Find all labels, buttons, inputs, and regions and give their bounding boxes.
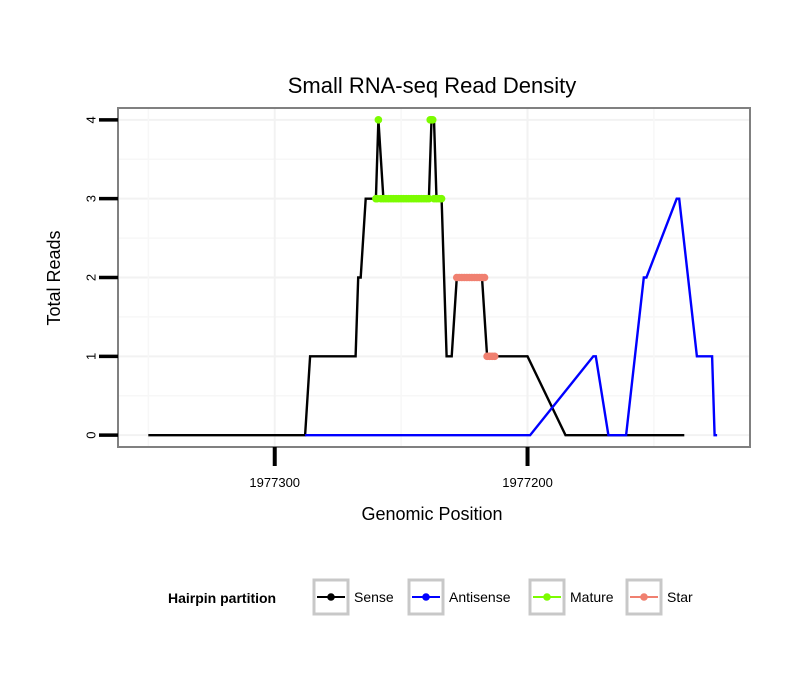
data-point-mature (437, 194, 446, 203)
x-tick-label: 1977300 (249, 475, 300, 490)
x-axis-title: Genomic Position (361, 504, 502, 524)
legend: Hairpin partition Sense Antisense Mature St… (168, 578, 693, 616)
legend-point-star (640, 593, 648, 601)
legend-point-sense (327, 593, 335, 601)
data-point-mature (374, 116, 383, 124)
y-tick-label: 2 (84, 274, 99, 281)
legend-title: Hairpin partition (168, 590, 276, 606)
y-tick-label: 0 (84, 432, 99, 439)
legend-point-mature (543, 593, 551, 601)
chart-title: Small RNA-seq Read Density (288, 73, 577, 98)
x-tick-label: 1977200 (502, 475, 553, 490)
legend-point-antisense (422, 593, 430, 601)
legend-label-sense: Sense (354, 589, 394, 605)
data-point-star (490, 352, 499, 361)
y-tick-label: 1 (84, 353, 99, 360)
series-line-antisense (305, 197, 718, 437)
y-tick-label: 3 (84, 195, 99, 202)
data-point-mature (428, 116, 437, 124)
data-point-star (480, 273, 489, 282)
legend-label-antisense: Antisense (449, 589, 511, 605)
legend-label-star: Star (667, 589, 693, 605)
y-tick-label: 4 (84, 116, 99, 123)
y-axis-title: Total Reads (44, 230, 64, 325)
legend-label-mature: Mature (570, 589, 614, 605)
